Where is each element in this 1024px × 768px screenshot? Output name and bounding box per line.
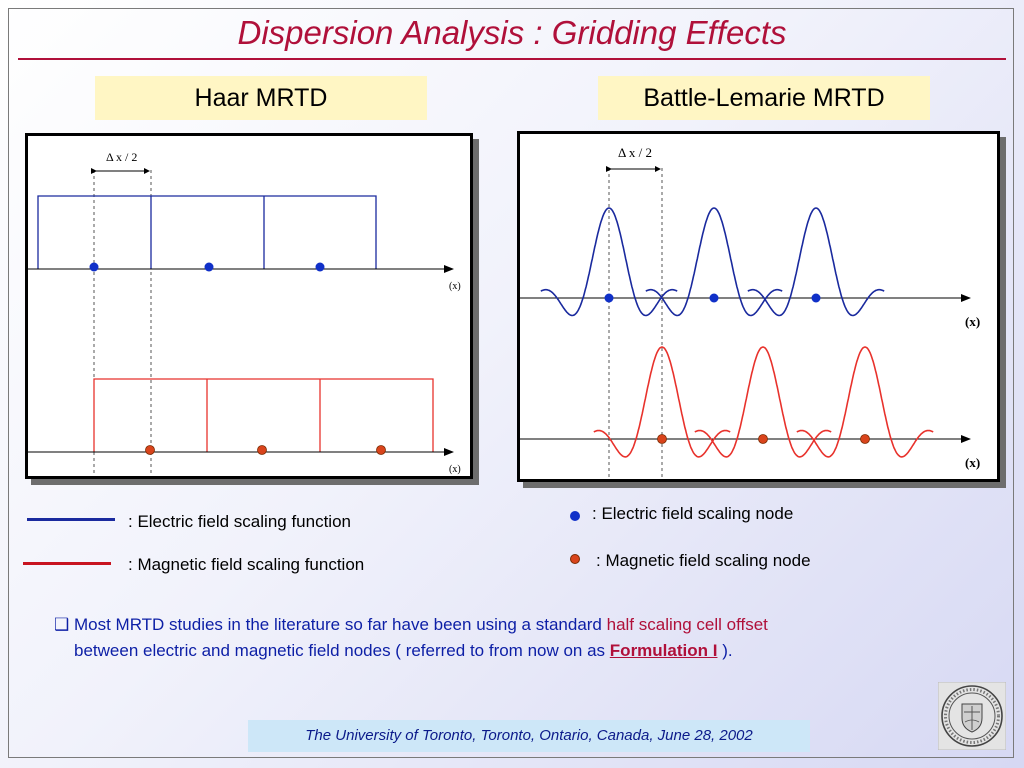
magnetic-node	[257, 445, 267, 455]
electric-function-legend-line	[27, 518, 115, 521]
scaling-function-curve	[796, 346, 934, 458]
electric-node-legend: : Electric field scaling node	[592, 504, 794, 523]
electric-node	[604, 293, 614, 303]
note-text-3: ).	[717, 641, 733, 660]
title-divider	[18, 58, 1006, 60]
delta-label: Δ x / 2	[618, 145, 652, 160]
magnetic-node	[145, 445, 155, 455]
slide-border	[8, 8, 1014, 758]
university-seal-icon	[938, 682, 1006, 750]
haar-plot-panel: Δ x / 2 (x) (x)	[25, 133, 473, 479]
scaling-function-curve	[645, 207, 783, 317]
haar-plot: Δ x / 2 (x) (x)	[28, 150, 461, 476]
electric-function-legend: : Electric field scaling function	[128, 512, 351, 531]
magnetic-node	[758, 434, 768, 444]
top-axis-label: (x)	[965, 314, 980, 329]
magnetic-node	[860, 434, 870, 444]
battle-lemarie-plot: Δ x / 2 (x) (x)	[520, 145, 980, 479]
battle-lemarie-plot-panel: Δ x / 2 (x) (x)	[517, 131, 1000, 482]
note-highlight: half scaling cell offset	[606, 615, 768, 634]
electric-node	[89, 262, 99, 272]
magnetic-node-legend: : Magnetic field scaling node	[596, 551, 811, 570]
electric-node	[315, 262, 325, 272]
electric-node	[709, 293, 719, 303]
note-line-1: ❑ Most MRTD studies in the literature so…	[54, 612, 954, 638]
scaling-function-curve	[747, 207, 885, 317]
note-text-1: Most MRTD studies in the literature so f…	[73, 615, 607, 634]
scaling-function-curve	[540, 207, 678, 317]
electric-node	[204, 262, 214, 272]
note-bullet-icon: ❑	[54, 615, 70, 634]
electric-node	[811, 293, 821, 303]
magnetic-node	[657, 434, 667, 444]
formulation-note: ❑ Most MRTD studies in the literature so…	[54, 612, 954, 664]
top-axis-label: (x)	[449, 281, 461, 292]
electric-scaling-functions	[37, 195, 377, 269]
scaling-function-curve	[593, 346, 731, 458]
magnetic-scaling-functions	[93, 378, 434, 452]
delta-label: Δ x / 2	[106, 150, 137, 164]
slide-title: Dispersion Analysis : Gridding Effects	[237, 14, 787, 51]
magnetic-scaling-functions	[593, 346, 934, 458]
electric-scaling-functions	[540, 207, 885, 317]
magnetic-node-legend-dot	[570, 554, 580, 564]
electric-node-legend-dot	[570, 511, 580, 521]
magnetic-function-legend: : Magnetic field scaling function	[128, 555, 365, 574]
haar-label: Haar MRTD	[95, 76, 427, 120]
scaling-function-curve	[694, 346, 832, 458]
footer-caption: The University of Toronto, Toronto, Onta…	[248, 720, 810, 752]
note-text-2: between electric and magnetic field node…	[74, 641, 610, 660]
battle-lemarie-label: Battle-Lemarie MRTD	[598, 76, 930, 120]
note-line-2: between electric and magnetic field node…	[54, 638, 954, 664]
magnetic-function-legend-line	[23, 562, 111, 565]
bottom-axis-label: (x)	[449, 464, 461, 475]
bottom-axis-label: (x)	[965, 455, 980, 470]
magnetic-node	[376, 445, 386, 455]
formulation-term: Formulation I	[609, 641, 718, 660]
